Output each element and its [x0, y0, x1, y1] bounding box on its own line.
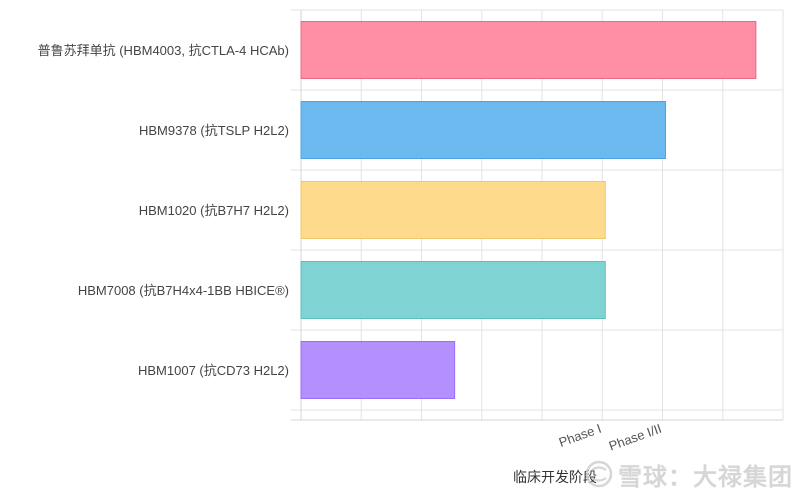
snowball-logo-icon — [585, 460, 613, 488]
category-label: HBM7008 (抗B7H4x4-1BB HBICE®) — [78, 283, 289, 298]
category-labels: 普鲁苏拜单抗 (HBM4003, 抗CTLA-4 HCAb) HBM9378 (抗… — [38, 43, 289, 378]
bar — [300, 341, 456, 399]
x-tick-label: Phase I/II — [607, 421, 664, 454]
watermark-text: 雪球：大禄集团 — [618, 462, 793, 491]
x-axis-title: 临床开发阶段 — [513, 469, 597, 485]
bar — [300, 261, 606, 319]
bar — [300, 21, 757, 79]
x-tick-labels: Phase I Phase I/II — [557, 421, 664, 454]
category-label: HBM9378 (抗TSLP H2L2) — [139, 123, 289, 138]
category-label: 普鲁苏拜单抗 (HBM4003, 抗CTLA-4 HCAb) — [38, 43, 289, 58]
category-label: HBM1020 (抗B7H7 H2L2) — [139, 203, 289, 218]
bar — [300, 181, 606, 239]
bars — [300, 21, 757, 399]
bar — [300, 101, 667, 159]
watermark: 雪球：大禄集团 — [584, 458, 793, 491]
category-label: HBM1007 (抗CD73 H2L2) — [138, 363, 289, 378]
x-tick-label: Phase I — [557, 421, 604, 450]
